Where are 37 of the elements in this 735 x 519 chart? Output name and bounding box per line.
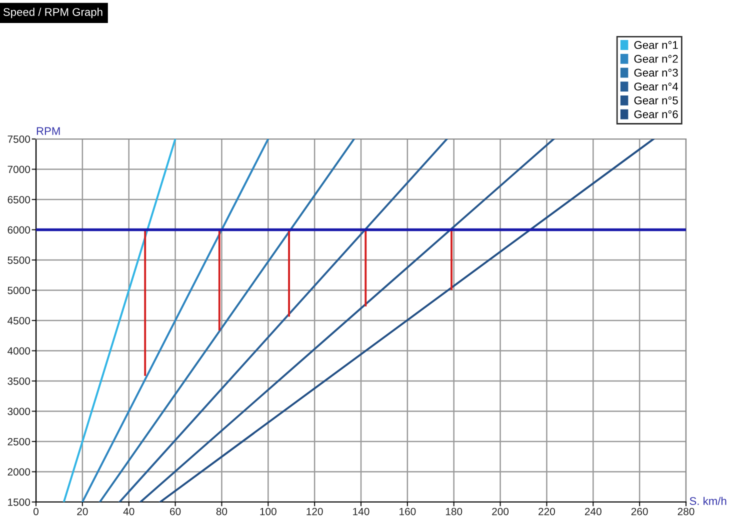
x-tick-label: 20 [77, 508, 88, 516]
legend-label: Gear n°3 [634, 68, 678, 77]
y-tick-label: 2500 [8, 438, 30, 446]
y-tick-label: 6500 [8, 196, 30, 204]
x-tick-label: 120 [306, 508, 323, 516]
x-axis-title: S. km/h [690, 496, 726, 505]
y-axis-title: RPM [36, 127, 60, 135]
y-tick-label: 1500 [8, 498, 30, 506]
x-tick-label: 160 [400, 508, 416, 516]
x-tick-label: 260 [631, 508, 648, 516]
y-tick-label: 7000 [8, 166, 30, 174]
x-tick-label: 0 [34, 508, 38, 516]
x-tick-label: 240 [584, 508, 602, 516]
chart-title: Speed / RPM Graph [3, 8, 102, 18]
x-tick-label: 40 [123, 508, 134, 516]
legend-label: Gear n°2 [634, 54, 678, 63]
y-tick-label: 2000 [8, 468, 30, 476]
x-tick-label: 140 [353, 508, 370, 516]
legend-label: Gear n°6 [634, 110, 678, 118]
legend-label: Gear n°4 [634, 82, 678, 90]
y-tick-label: 4500 [8, 317, 30, 324]
y-tick-label: 6000 [8, 226, 30, 234]
y-tick-label: 3000 [8, 408, 30, 416]
y-tick-label: 3500 [8, 378, 30, 385]
x-tick-label: 200 [492, 508, 509, 516]
y-tick-label: 5500 [8, 256, 30, 264]
x-tick-label: 100 [260, 508, 276, 516]
x-tick-label: 180 [446, 508, 462, 516]
y-tick-label: 7500 [8, 136, 30, 143]
x-tick-label: 80 [216, 508, 228, 516]
x-tick-label: 60 [170, 508, 181, 516]
legend-label: Gear n°1 [634, 41, 678, 49]
x-tick-label: 280 [678, 508, 694, 516]
y-tick-label: 4000 [8, 347, 30, 355]
y-tick-label: 5000 [8, 286, 30, 294]
legend-label: Gear n°5 [634, 96, 678, 104]
x-tick-label: 220 [538, 508, 555, 516]
